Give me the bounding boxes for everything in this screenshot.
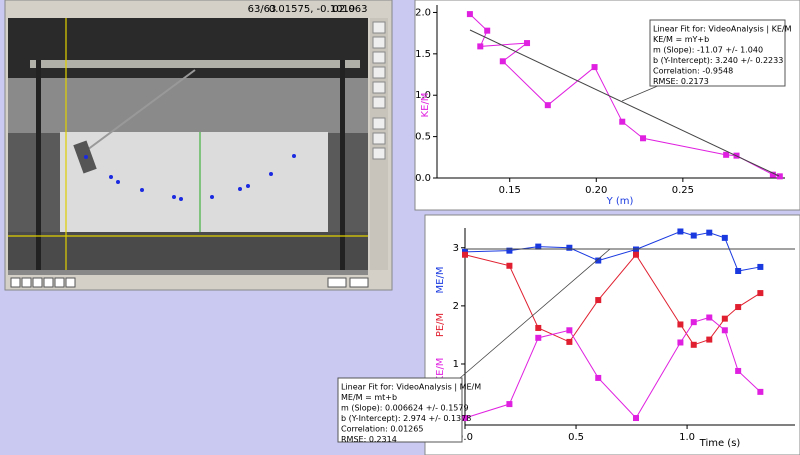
fit-line-text: b (Y-Intercept): 2.974 +/- 0.1378: [341, 414, 471, 423]
data-point: [690, 341, 697, 348]
y-axis-label: KE/M: [420, 93, 431, 118]
x-axis-label: Time (s): [699, 438, 741, 449]
data-point: [506, 247, 513, 254]
data-point: [506, 262, 513, 269]
data-point: [484, 27, 491, 34]
series-line: [464, 316, 761, 419]
data-point: [477, 43, 484, 50]
data-point: [544, 102, 551, 109]
data-point: [757, 263, 764, 270]
fit-line-text: KE/M = mY+b: [653, 35, 709, 44]
data-point: [769, 171, 776, 178]
fit-line-text: m (Slope): -11.07 +/- 1.040: [653, 46, 763, 55]
y-tick-label: 0.5: [415, 132, 431, 143]
fit-line-text: b (Y-Intercept): 3.240 +/- 0.2233: [653, 56, 783, 65]
data-point: [721, 234, 728, 241]
fit-line-text: RMSE: 0.2173: [653, 77, 709, 86]
fit-line-text: Correlation: 0.01265: [341, 425, 423, 434]
data-point: [619, 118, 626, 125]
data-point: [466, 11, 473, 18]
data-point: [776, 173, 783, 180]
data-point: [677, 228, 684, 235]
data-point: [595, 374, 602, 381]
y-tick-label: 1: [453, 359, 459, 370]
data-point: [566, 327, 573, 334]
fit-line-text: Linear Fit for: VideoAnalysis | ME/M: [341, 383, 481, 392]
graph-bottom-panel: [424, 214, 800, 455]
data-point: [690, 319, 697, 326]
data-point: [690, 232, 697, 239]
x-tick-label: 0.0: [457, 432, 473, 443]
data-point: [462, 251, 468, 258]
y-axis-label: PE/M: [435, 313, 446, 337]
data-point: [677, 339, 684, 346]
callout: [459, 248, 611, 379]
fit-line-text: RMSE: 0.2314: [341, 435, 397, 444]
data-point: [757, 290, 764, 297]
x-tick-label: 0.25: [672, 185, 694, 196]
data-point: [735, 304, 742, 311]
data-point: [524, 40, 531, 47]
tracked-points: [84, 154, 296, 201]
data-point: [632, 251, 639, 258]
data-point: [566, 338, 573, 345]
fit-line: [469, 29, 780, 177]
data-point: [721, 327, 728, 334]
x-tick-label: 0.20: [585, 185, 607, 196]
data-point: [721, 315, 728, 322]
data-point: [706, 336, 713, 343]
y-tick-label: 2: [453, 301, 459, 312]
data-point: [640, 135, 647, 142]
y-axis-label: KE/M: [435, 358, 446, 383]
fit-line-text: Linear Fit for: VideoAnalysis | KE/M: [653, 25, 792, 34]
time: 02.063: [333, 4, 368, 15]
fit-line-text: Correlation: -0.9548: [653, 67, 733, 76]
fit-line-text: m (Slope): 0.006624 +/- 0.1579: [341, 404, 469, 413]
data-point: [566, 244, 573, 251]
fit-box: Linear Fit for: VideoAnalysis | ME/MME/M…: [337, 377, 481, 444]
y-tick-label: 3: [453, 243, 459, 254]
x-tick-label: 0.5: [568, 432, 584, 443]
data-point: [462, 415, 468, 422]
data-point: [595, 297, 602, 304]
fit-line-text: ME/M = mt+b: [341, 393, 397, 402]
data-point: [535, 334, 542, 341]
data-point: [632, 246, 639, 253]
data-point: [506, 401, 513, 408]
video-window: 63/63 0.01575, -0.1019 02.063: [4, 0, 393, 291]
data-point: [632, 415, 639, 422]
y-tick-label: 2.0: [415, 7, 431, 18]
coordinates: 0.01575, -0.1019: [269, 4, 355, 15]
data-point: [735, 367, 742, 374]
data-point: [723, 151, 730, 158]
x-tick-label: 1.0: [679, 432, 695, 443]
data-point: [677, 321, 684, 328]
data-point: [499, 58, 506, 65]
data-point: [535, 324, 542, 331]
y-tick-label: 1.0: [415, 90, 431, 101]
callout: [621, 84, 661, 102]
y-axis-label: ME/M: [435, 267, 446, 294]
data-point: [706, 314, 713, 321]
data-point: [535, 243, 542, 250]
fit-box: Linear Fit for: VideoAnalysis | KE/MKE/M…: [649, 19, 792, 87]
data-point: [706, 229, 713, 236]
series-line: [464, 230, 761, 272]
y-tick-label: 1.5: [415, 49, 431, 60]
frame-counter: 63/63: [248, 4, 277, 15]
data-point: [757, 388, 764, 395]
data-point: [591, 64, 598, 71]
data-point: [595, 257, 602, 264]
x-tick-label: 0.15: [499, 185, 521, 196]
y-tick-label: 0.0: [415, 173, 431, 184]
x-axis-label: Y (m): [606, 196, 634, 207]
data-point: [735, 268, 742, 275]
